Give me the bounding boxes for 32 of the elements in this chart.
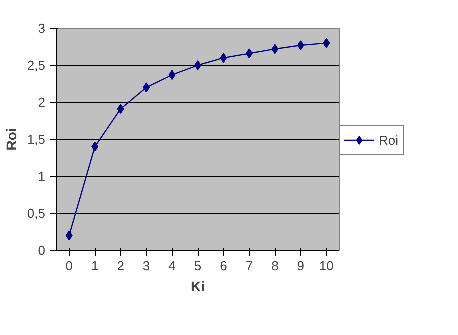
- point: [143, 82, 150, 93]
- point: [168, 70, 176, 80]
- x-tick-label: 2: [117, 258, 124, 274]
- point: [194, 60, 202, 70]
- x-tick-label: 3: [142, 258, 150, 274]
- point: [272, 44, 279, 54]
- x-tick-label: 8: [272, 258, 279, 274]
- y-tick-label: 0,5: [27, 206, 46, 221]
- point: [246, 48, 253, 59]
- y-tick-label: 3: [38, 21, 46, 36]
- x-tick-label: 4: [168, 258, 176, 274]
- point: [66, 230, 73, 241]
- y-axis-title: Roi: [3, 128, 20, 151]
- legend-label: Roi: [379, 132, 399, 148]
- y-tick-label: 1,5: [27, 132, 46, 147]
- x-tick-label: 5: [194, 258, 202, 274]
- x-tick-label: 10: [319, 258, 334, 274]
- x-tick-label: 0: [66, 258, 73, 274]
- point: [297, 40, 304, 51]
- point: [117, 104, 124, 114]
- point: [92, 142, 99, 152]
- point: [323, 38, 330, 48]
- y-tick-label: 2,5: [27, 58, 46, 73]
- x-axis-title: Ki: [191, 278, 205, 294]
- point: [220, 53, 228, 64]
- x-tick-label: 1: [91, 258, 99, 274]
- x-tick-label: 6: [220, 258, 228, 274]
- x-tick-label: 9: [297, 258, 305, 274]
- x-tick-label: 7: [246, 258, 254, 274]
- y-tick-label: 1: [38, 169, 46, 184]
- y-tick-label: 2: [38, 95, 46, 110]
- y-tick-label: 0: [38, 243, 46, 258]
